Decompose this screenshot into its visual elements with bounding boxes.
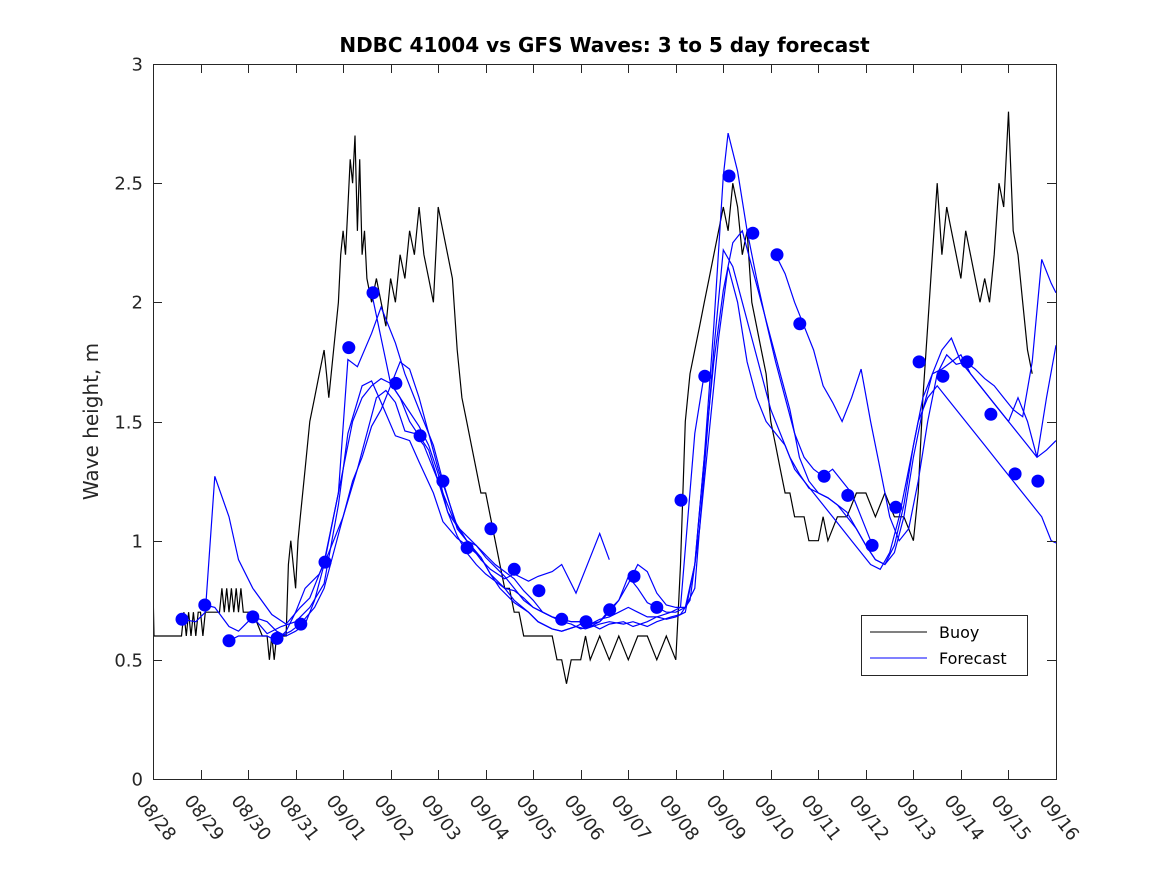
forecast-point xyxy=(984,407,998,421)
forecast-point xyxy=(722,169,736,183)
forecast-point xyxy=(627,569,641,583)
forecast-point xyxy=(841,488,855,502)
forecast-point xyxy=(960,355,974,369)
forecast-point xyxy=(674,493,688,507)
legend-label-forecast: Forecast xyxy=(939,649,1007,668)
y-axis: 0 0.5 1 1.5 2 2.5 3 xyxy=(114,55,1056,791)
y-tick-label: 1.5 xyxy=(114,413,143,434)
chart-title: NDBC 41004 vs GFS Waves: 3 to 5 day fore… xyxy=(339,33,870,57)
forecast-point xyxy=(793,317,807,331)
y-tick-label: 2.5 xyxy=(114,174,143,195)
legend-box xyxy=(861,615,1028,676)
forecast-point xyxy=(817,469,831,483)
forecast-point xyxy=(222,634,236,648)
series-line-forecast-run-7 xyxy=(775,254,1056,542)
forecast-point xyxy=(342,341,356,355)
forecast-point xyxy=(270,631,284,645)
forecast-point xyxy=(770,248,784,262)
forecast-point xyxy=(413,429,427,443)
forecast-point xyxy=(532,584,546,598)
y-tick-label: 0 xyxy=(132,770,143,791)
y-tick-label: 3 xyxy=(132,55,143,76)
forecast-point xyxy=(366,286,380,300)
forecast-point xyxy=(484,522,498,536)
forecast-point xyxy=(746,226,760,240)
forecast-point xyxy=(1008,467,1022,481)
forecast-point xyxy=(1031,474,1045,488)
forecast-point xyxy=(865,538,879,552)
forecast-point xyxy=(175,612,189,626)
forecast-point xyxy=(436,474,450,488)
series-line-forecast-run-2 xyxy=(205,373,705,635)
forecast-point xyxy=(460,541,474,555)
y-tick-label: 1 xyxy=(132,532,143,553)
legend: Buoy Forecast xyxy=(861,615,1028,676)
forecast-point xyxy=(889,500,903,514)
markers-layer xyxy=(175,169,1045,648)
forecast-point xyxy=(912,355,926,369)
forecast-point xyxy=(198,598,212,612)
forecast-point xyxy=(936,369,950,383)
forecast-point xyxy=(650,600,664,614)
series-line-forecast-run-1 xyxy=(181,305,610,625)
series-line-buoy xyxy=(153,111,1033,684)
y-tick-label: 0.5 xyxy=(114,651,143,672)
forecast-point xyxy=(555,612,569,626)
forecast-point xyxy=(318,555,332,569)
legend-label-buoy: Buoy xyxy=(939,623,979,642)
forecast-point xyxy=(294,617,308,631)
series-line-forecast-run-6 xyxy=(371,132,872,625)
series-line-forecast-run-5 xyxy=(276,229,1056,639)
forecast-point xyxy=(603,603,617,617)
forecast-point xyxy=(579,615,593,629)
forecast-point xyxy=(389,376,403,390)
forecast-point xyxy=(698,369,712,383)
y-axis-label: Wave height, m xyxy=(79,343,103,500)
forecast-point xyxy=(507,562,521,576)
y-tick-label: 2 xyxy=(132,293,143,314)
forecast-point xyxy=(246,610,260,624)
